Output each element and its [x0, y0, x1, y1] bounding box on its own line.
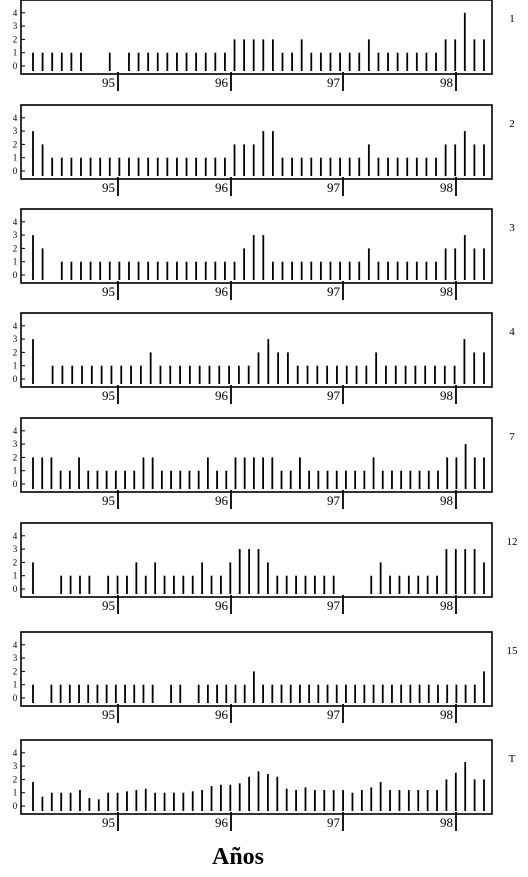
y-tick-label: 3 — [13, 21, 18, 31]
year-tick-label: 95 — [102, 180, 115, 195]
y-tick-label: 4 — [13, 640, 18, 650]
y-tick-label: 0 — [13, 166, 18, 176]
y-tick-label: 2 — [13, 139, 18, 149]
y-tick-label: 3 — [13, 126, 18, 136]
y-tick-label: 2 — [13, 243, 18, 253]
y-tick-label: 2 — [13, 452, 18, 462]
y-tick-label: 3 — [13, 761, 18, 771]
y-tick-label: 0 — [13, 479, 18, 489]
year-tick-label: 95 — [102, 284, 115, 299]
year-tick-label: 96 — [215, 180, 229, 195]
year-tick-label: 98 — [440, 388, 453, 403]
panel-1: 0 1 2 3 4 95 96 97 98 1 — [13, 0, 515, 91]
panel-T: 0 1 2 3 4 95 96 97 98 T — [13, 739, 516, 831]
panel-7: 0 1 2 3 4 95 96 97 98 7 — [13, 417, 515, 509]
y-tick-label: 2 — [13, 347, 18, 357]
panel-frame — [20, 312, 493, 388]
panel-label: 3 — [509, 222, 515, 234]
y-tick-label: 1 — [13, 257, 18, 267]
year-tick-label: 96 — [215, 707, 229, 722]
y-tick-label: 3 — [13, 439, 18, 449]
y-tick-label: 4 — [13, 217, 18, 227]
panel-label: 2 — [509, 118, 515, 130]
y-tick-label: 3 — [13, 544, 18, 554]
year-tick-label: 97 — [327, 598, 341, 613]
y-tick-label: 1 — [13, 788, 18, 798]
year-tick-label: 95 — [102, 388, 115, 403]
year-tick-label: 96 — [215, 284, 229, 299]
year-tick-label: 95 — [102, 493, 115, 508]
y-tick-label: 2 — [13, 34, 18, 44]
panel-frame — [20, 0, 493, 75]
y-tick-label: 4 — [13, 748, 18, 758]
y-tick-label: 3 — [13, 230, 18, 240]
y-tick-label: 0 — [13, 61, 18, 71]
panel-3: 0 1 2 3 4 95 96 97 98 3 — [13, 208, 515, 300]
year-tick-label: 96 — [215, 815, 229, 830]
y-tick-label: 0 — [13, 584, 18, 594]
panel-frame — [20, 739, 493, 815]
y-tick-label: 3 — [13, 653, 18, 663]
year-tick-label: 98 — [440, 598, 453, 613]
panel-label: T — [509, 753, 516, 765]
y-tick-label: 2 — [13, 774, 18, 784]
y-tick-label: 1 — [13, 680, 18, 690]
panel-label: 1 — [509, 13, 515, 25]
y-tick-label: 3 — [13, 334, 18, 344]
panel-2: 0 1 2 3 4 95 96 97 98 2 — [13, 104, 515, 196]
panel-frame — [20, 208, 493, 284]
y-tick-label: 2 — [13, 666, 18, 676]
panel-frame — [20, 104, 493, 180]
panel-label: 7 — [509, 431, 515, 443]
y-tick-label: 1 — [13, 466, 18, 476]
y-tick-label: 4 — [13, 426, 18, 436]
panel-4: 0 1 2 3 4 95 96 97 98 4 — [13, 312, 515, 404]
panel-15: 0 1 2 3 4 95 96 97 98 15 — [13, 631, 519, 723]
y-tick-label: 1 — [13, 153, 18, 163]
y-tick-label: 1 — [13, 48, 18, 58]
y-tick-label: 0 — [13, 693, 18, 703]
year-tick-label: 98 — [440, 815, 453, 830]
panel-frame — [20, 417, 493, 493]
panel-frame — [20, 522, 493, 598]
year-tick-label: 97 — [327, 707, 341, 722]
year-tick-label: 96 — [215, 598, 229, 613]
panel-label: 15 — [507, 645, 519, 657]
y-tick-label: 0 — [13, 374, 18, 384]
year-tick-label: 97 — [327, 815, 341, 830]
year-tick-label: 98 — [440, 75, 453, 90]
year-tick-label: 97 — [327, 284, 341, 299]
year-tick-label: 96 — [215, 493, 229, 508]
year-tick-label: 98 — [440, 493, 453, 508]
year-tick-label: 97 — [327, 75, 341, 90]
y-tick-label: 4 — [13, 531, 18, 541]
y-tick-label: 0 — [13, 801, 18, 811]
year-tick-label: 98 — [440, 284, 453, 299]
year-tick-label: 96 — [215, 75, 229, 90]
panel-frame — [20, 631, 493, 707]
y-tick-label: 0 — [13, 270, 18, 280]
year-tick-label: 97 — [327, 180, 341, 195]
year-tick-label: 95 — [102, 75, 115, 90]
y-tick-label: 4 — [13, 321, 18, 331]
y-tick-label: 4 — [13, 8, 18, 18]
x-axis-label: Años — [211, 844, 265, 870]
year-tick-label: 97 — [327, 493, 341, 508]
panel-label: 4 — [509, 326, 515, 338]
year-tick-label: 95 — [102, 707, 115, 722]
year-tick-label: 98 — [440, 180, 453, 195]
year-tick-label: 96 — [215, 388, 229, 403]
year-tick-label: 98 — [440, 707, 453, 722]
y-tick-label: 1 — [13, 361, 18, 371]
y-tick-label: 1 — [13, 571, 18, 581]
year-tick-label: 97 — [327, 388, 341, 403]
y-tick-label: 2 — [13, 557, 18, 567]
panel-label: 12 — [507, 536, 518, 548]
y-tick-label: 4 — [13, 113, 18, 123]
year-tick-label: 95 — [102, 598, 115, 613]
year-tick-label: 95 — [102, 815, 115, 830]
